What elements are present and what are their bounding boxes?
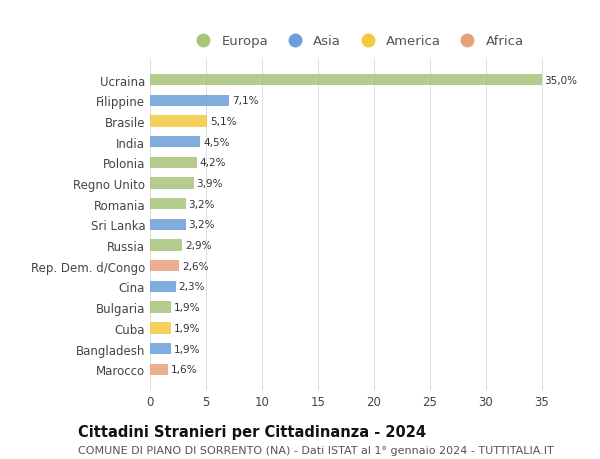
Bar	[150, 219, 186, 230]
Bar	[150, 178, 194, 189]
Text: 7,1%: 7,1%	[232, 96, 259, 106]
Bar	[150, 323, 171, 334]
Text: 1,9%: 1,9%	[174, 344, 200, 354]
Text: 3,2%: 3,2%	[188, 199, 215, 209]
Text: 2,6%: 2,6%	[182, 261, 208, 271]
Bar	[150, 261, 179, 272]
Bar	[150, 302, 171, 313]
Text: 1,9%: 1,9%	[174, 323, 200, 333]
Bar	[150, 116, 207, 127]
Text: 1,6%: 1,6%	[170, 364, 197, 375]
Bar	[150, 364, 168, 375]
Bar	[150, 157, 197, 168]
Bar	[150, 199, 186, 210]
Bar	[150, 281, 176, 292]
Text: 2,9%: 2,9%	[185, 241, 212, 251]
Text: 4,5%: 4,5%	[203, 137, 230, 147]
Bar	[150, 343, 171, 354]
Bar	[150, 240, 182, 251]
Text: 35,0%: 35,0%	[544, 75, 577, 85]
Text: COMUNE DI PIANO DI SORRENTO (NA) - Dati ISTAT al 1° gennaio 2024 - TUTTITALIA.IT: COMUNE DI PIANO DI SORRENTO (NA) - Dati …	[78, 445, 554, 455]
Bar	[150, 75, 542, 86]
Legend: Europa, Asia, America, Africa: Europa, Asia, America, Africa	[185, 30, 529, 53]
Bar	[150, 137, 200, 148]
Text: 5,1%: 5,1%	[210, 117, 236, 127]
Text: 4,2%: 4,2%	[200, 158, 226, 168]
Text: Cittadini Stranieri per Cittadinanza - 2024: Cittadini Stranieri per Cittadinanza - 2…	[78, 425, 426, 440]
Text: 3,2%: 3,2%	[188, 220, 215, 230]
Bar	[150, 95, 229, 106]
Text: 3,9%: 3,9%	[196, 179, 223, 189]
Text: 2,3%: 2,3%	[179, 282, 205, 292]
Text: 1,9%: 1,9%	[174, 302, 200, 313]
